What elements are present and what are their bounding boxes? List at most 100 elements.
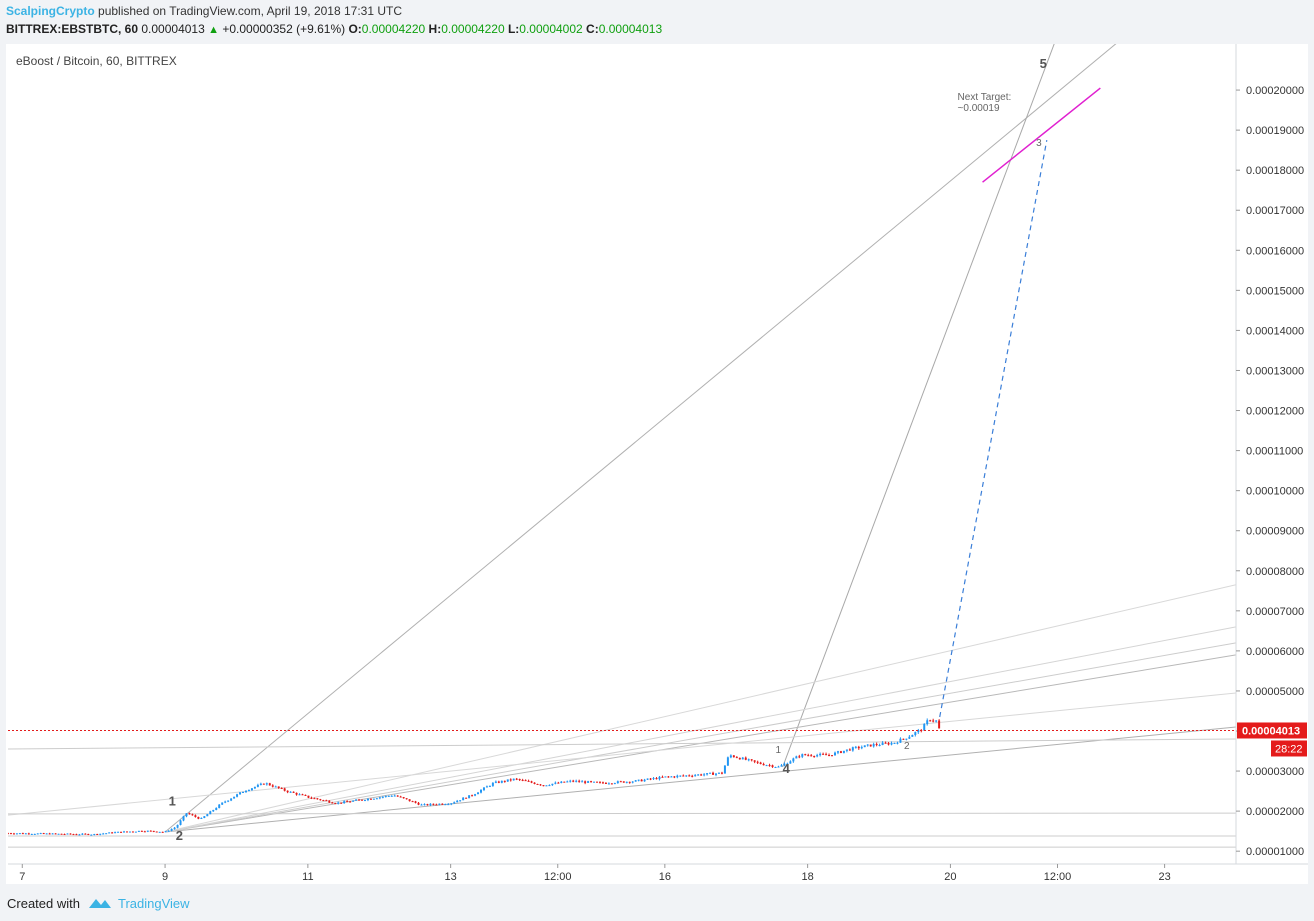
- y-tick-label: 0.00002000: [1246, 806, 1304, 818]
- candle-body: [298, 794, 301, 796]
- candle-body: [402, 797, 405, 799]
- chart-header: ScalpingCrypto published on TradingView.…: [0, 0, 1314, 44]
- candle-body: [378, 797, 381, 799]
- candle-body: [343, 801, 346, 804]
- candle-body: [247, 790, 250, 792]
- candle-body: [938, 720, 941, 729]
- candle-body: [842, 750, 845, 753]
- candle-body: [63, 834, 66, 836]
- candle-body: [361, 799, 364, 801]
- candle-body: [866, 744, 869, 746]
- candle-body: [807, 755, 810, 757]
- candle-body: [265, 783, 268, 785]
- candle-body: [551, 783, 554, 786]
- footer: Created with TradingView: [0, 884, 1314, 921]
- candle-body: [813, 756, 816, 758]
- candle-body: [625, 781, 628, 783]
- tradingview-brand-link[interactable]: TradingView: [118, 896, 190, 911]
- candle-body: [123, 831, 126, 833]
- projection-line[interactable]: [939, 140, 1048, 718]
- candle-body: [673, 776, 676, 778]
- x-tick-label: 12:00: [544, 871, 572, 883]
- candle-body: [536, 783, 539, 785]
- low-value: 0.00004002: [519, 22, 583, 36]
- trend-line[interactable]: [165, 726, 1236, 833]
- trend-line[interactable]: [164, 626, 1236, 833]
- candle-body: [185, 813, 188, 817]
- y-tick-label: 0.00014000: [1246, 325, 1304, 337]
- candle-body: [685, 775, 688, 777]
- candle-body: [137, 830, 140, 832]
- price-chart[interactable]: eBoost / Bitcoin, 60, BITTREX 0.00001000 0…: [6, 44, 1308, 884]
- candle-body: [750, 759, 753, 761]
- chart-area[interactable]: eBoost / Bitcoin, 60, BITTREX 0.00001000 0…: [6, 44, 1308, 884]
- countdown-label: 28:22: [1275, 743, 1303, 755]
- candle-body: [39, 833, 42, 835]
- candle-body: [221, 802, 224, 805]
- candle-body: [554, 782, 557, 784]
- candle-body: [99, 833, 102, 835]
- candle-body: [881, 742, 884, 746]
- candle-body: [548, 785, 551, 787]
- trend-line[interactable]: [164, 642, 1236, 833]
- candle-body: [236, 794, 239, 797]
- candle-body: [15, 833, 18, 835]
- candle-body: [646, 778, 649, 780]
- high-value: 0.00004220: [441, 22, 505, 36]
- candle-body: [640, 779, 643, 782]
- plot-area[interactable]: [7, 44, 1308, 848]
- annotation-label: 2: [904, 741, 910, 752]
- target-line[interactable]: [982, 87, 1101, 183]
- trend-line[interactable]: [8, 738, 1236, 750]
- trend-line[interactable]: [782, 44, 1308, 768]
- candle-body: [521, 779, 524, 781]
- candle-body: [682, 775, 685, 777]
- y-tick-label: 0.00018000: [1246, 165, 1304, 177]
- candle-body: [631, 781, 634, 783]
- candle-body: [125, 831, 128, 833]
- candle-body: [9, 833, 12, 835]
- candle-body: [694, 775, 697, 777]
- candle-body: [762, 763, 765, 766]
- candle-body: [423, 804, 426, 806]
- candle-body: [459, 800, 462, 802]
- candle-body: [515, 778, 518, 780]
- candle-body: [131, 831, 134, 833]
- candle-body: [572, 780, 575, 782]
- candle-body: [679, 775, 682, 777]
- trend-line[interactable]: [8, 692, 1236, 816]
- candle-body: [128, 831, 131, 833]
- trend-line[interactable]: [8, 812, 1236, 815]
- candle-body: [667, 776, 670, 778]
- candle-body: [839, 751, 842, 753]
- candle-body: [494, 781, 497, 783]
- author-link[interactable]: ScalpingCrypto: [6, 4, 95, 18]
- candle-body: [854, 746, 857, 748]
- candle-body: [795, 756, 798, 759]
- candle-body: [845, 749, 848, 751]
- candle-body: [729, 755, 732, 758]
- candle-body: [700, 774, 703, 776]
- candle-body: [783, 763, 786, 766]
- symbol-label: BITTREX:EBSTBTC, 60: [6, 22, 139, 36]
- annotation-label: 1: [169, 794, 176, 809]
- high-key: H:: [428, 22, 442, 36]
- candle-body: [146, 830, 149, 832]
- candle-body: [295, 792, 298, 795]
- y-tick-label: 0.00001000: [1246, 846, 1304, 858]
- candle-body: [715, 773, 718, 775]
- candle-body: [587, 781, 590, 783]
- candle-body: [105, 833, 108, 835]
- candle-body: [661, 776, 664, 778]
- y-tick-label: 0.00006000: [1246, 646, 1304, 658]
- trend-line[interactable]: [164, 44, 1308, 833]
- symbol-info: BITTREX:EBSTBTC, 60 0.00004013 ▲ +0.0000…: [6, 22, 662, 36]
- candle-body: [280, 788, 283, 790]
- candle-body: [304, 794, 307, 796]
- candle-body: [215, 808, 218, 810]
- trend-line[interactable]: [164, 584, 1236, 833]
- candle-body: [250, 788, 253, 791]
- candle-body: [262, 783, 265, 785]
- candle-body: [908, 736, 911, 739]
- candle-body: [539, 784, 542, 786]
